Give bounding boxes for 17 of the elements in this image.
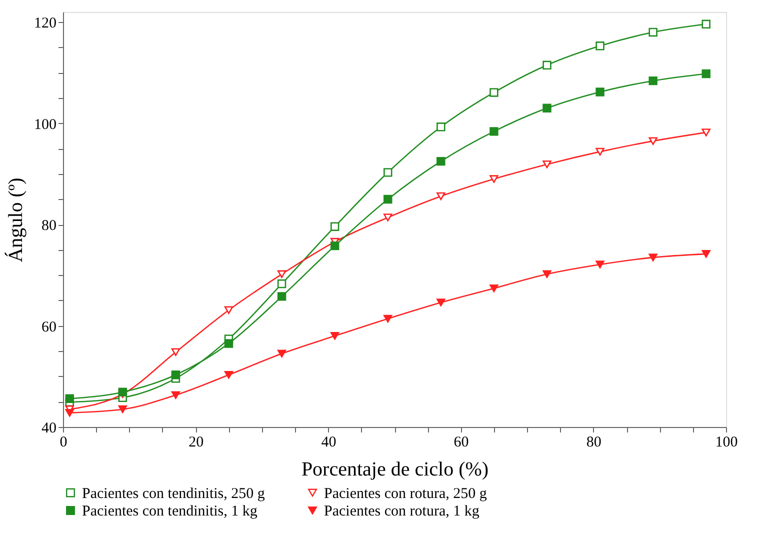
- x-tick-label: 40: [321, 434, 336, 450]
- x-tick-label: 0: [60, 434, 68, 450]
- y-tick-label: 100: [34, 116, 56, 133]
- y-tick-label: 80: [42, 218, 56, 234]
- y-tick-label: 60: [42, 319, 56, 336]
- x-tick-label: 20: [188, 434, 204, 450]
- x-axis-title: Porcentaje de ciclo (%): [301, 458, 489, 480]
- y-tick-label: 40: [42, 420, 56, 436]
- legend-label: Pacientes con rotura, 250 g: [324, 486, 488, 502]
- legend-label: Pacientes con rotura, 1 kg: [324, 504, 480, 520]
- legend-label: Pacientes con tendinitis, 1 kg: [82, 504, 258, 520]
- x-tick-label: 80: [586, 434, 602, 450]
- y-tick-label: 120: [34, 16, 56, 32]
- x-tick-label: 60: [454, 434, 469, 450]
- x-tick-label: 100: [715, 434, 738, 450]
- y-axis-title: Ángulo (º): [4, 178, 27, 262]
- legend-label: Pacientes con tendinitis, 250 g: [82, 486, 266, 502]
